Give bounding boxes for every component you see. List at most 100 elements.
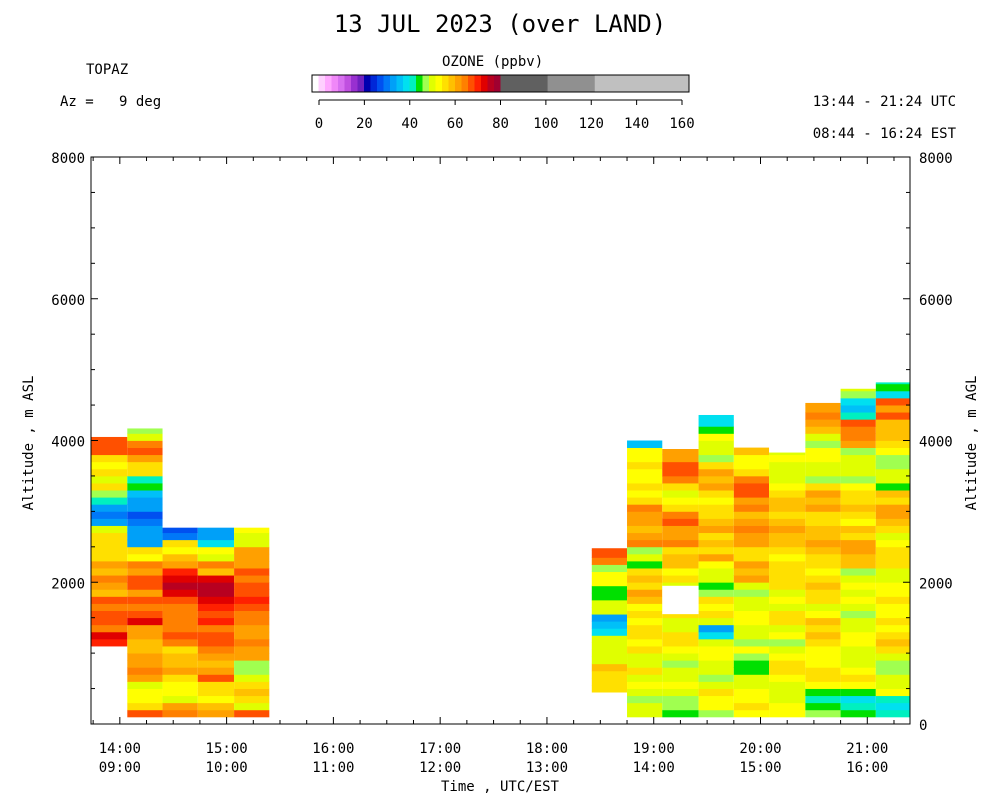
ozone-cell bbox=[698, 610, 734, 619]
ozone-cell bbox=[627, 653, 663, 661]
ozone-cell bbox=[127, 617, 163, 626]
ozone-cell bbox=[698, 596, 734, 604]
ozone-cell bbox=[127, 575, 163, 583]
ozone-cell bbox=[127, 603, 163, 611]
ozone-cell bbox=[698, 447, 734, 456]
ozone-cell bbox=[91, 546, 128, 555]
ozone-cell bbox=[805, 461, 841, 470]
colorbar-tick-label: 60 bbox=[447, 116, 464, 132]
ozone-cell bbox=[627, 490, 663, 498]
ozone-cell bbox=[127, 532, 163, 541]
ozone-cell bbox=[769, 452, 806, 456]
ozone-cell bbox=[840, 440, 876, 448]
ozone-cell bbox=[840, 660, 876, 668]
ozone-cell bbox=[840, 702, 876, 711]
ozone-cell bbox=[840, 497, 876, 505]
ozone-cell bbox=[805, 433, 841, 441]
ozone-cell bbox=[91, 539, 128, 548]
ozone-cell bbox=[698, 653, 734, 661]
ozone-cell bbox=[698, 688, 734, 697]
ozone-cell bbox=[875, 553, 910, 562]
ozone-cell bbox=[127, 568, 163, 576]
ozone-cell bbox=[127, 497, 163, 505]
x-tick-label-utc: 14:00 bbox=[99, 741, 141, 757]
ozone-cell bbox=[91, 504, 128, 512]
ozone-cell bbox=[875, 582, 910, 590]
ozone-cell bbox=[840, 518, 876, 526]
utc-time-range: 13:44 - 21:24 UTC bbox=[812, 94, 956, 110]
ozone-cell bbox=[662, 646, 699, 654]
colorbar-title: OZONE (ppbv) bbox=[442, 54, 544, 70]
colorbar-bin bbox=[429, 75, 436, 92]
y-axis-label-left: Altitude , m ASL bbox=[21, 375, 37, 511]
ozone-cell bbox=[662, 546, 699, 555]
ozone-cell bbox=[698, 419, 734, 427]
ozone-cell bbox=[875, 702, 910, 711]
ozone-cell bbox=[627, 681, 663, 689]
ozone-cell bbox=[162, 631, 198, 640]
colorbar-bin bbox=[390, 75, 397, 92]
ozone-cell bbox=[627, 589, 663, 597]
ozone-cell bbox=[875, 518, 910, 526]
ozone-cell bbox=[197, 695, 235, 704]
ozone-cell bbox=[197, 589, 235, 597]
ozone-cell bbox=[805, 497, 841, 505]
ozone-cell bbox=[875, 681, 910, 689]
x-tick-label-est: 15:00 bbox=[739, 760, 781, 776]
ozone-cell bbox=[698, 468, 734, 477]
ozone-cell bbox=[698, 461, 734, 470]
x-tick-label-est: 11:00 bbox=[312, 760, 354, 776]
ozone-cell bbox=[197, 702, 235, 711]
ozone-cell bbox=[662, 674, 699, 682]
ozone-cell bbox=[875, 497, 910, 505]
ozone-cell bbox=[91, 497, 128, 505]
ozone-cell bbox=[840, 532, 876, 541]
ozone-profile bbox=[234, 527, 270, 718]
ozone-cell bbox=[91, 575, 128, 583]
ozone-cell bbox=[733, 454, 770, 463]
ozone-cell bbox=[698, 518, 734, 526]
ozone-cell bbox=[769, 468, 806, 477]
ozone-cell bbox=[769, 483, 806, 491]
ozone-cell bbox=[733, 468, 770, 477]
ozone-cell bbox=[733, 518, 770, 526]
ozone-cell bbox=[197, 610, 235, 619]
ozone-cell bbox=[805, 575, 841, 583]
ozone-cell bbox=[805, 402, 841, 406]
ozone-cell bbox=[698, 674, 734, 682]
ozone-cell bbox=[591, 578, 628, 587]
ozone-cell bbox=[875, 546, 910, 555]
ozone-cell bbox=[627, 553, 663, 562]
ozone-profile bbox=[875, 382, 910, 718]
ozone-cell bbox=[875, 688, 910, 697]
ozone-cell bbox=[733, 461, 770, 470]
ozone-cell bbox=[197, 568, 235, 576]
colorbar-tick-label: 120 bbox=[579, 116, 604, 132]
ozone-cell bbox=[698, 709, 734, 718]
ozone-cell bbox=[662, 461, 699, 470]
ozone-cell bbox=[127, 461, 163, 470]
ozone-cell bbox=[127, 688, 163, 697]
ozone-cell bbox=[733, 525, 770, 534]
ozone-cell bbox=[127, 553, 163, 562]
ozone-cell bbox=[805, 426, 841, 434]
ozone-cell bbox=[805, 688, 841, 697]
colorbar-tick-label: 140 bbox=[624, 116, 649, 132]
ozone-cell bbox=[698, 440, 734, 448]
ozone-cell bbox=[627, 468, 663, 477]
ozone-cell bbox=[627, 646, 663, 654]
ozone-cell bbox=[769, 624, 806, 633]
ozone-cell bbox=[840, 688, 876, 697]
ozone-cell bbox=[591, 614, 628, 622]
ozone-cell bbox=[840, 553, 876, 562]
ozone-cell bbox=[127, 546, 163, 555]
ozone-cell bbox=[840, 461, 876, 470]
ozone-cell bbox=[162, 674, 198, 682]
ozone-cell bbox=[662, 702, 699, 711]
colorbar-bin bbox=[487, 75, 495, 92]
ozone-cell bbox=[698, 539, 734, 548]
x-tick-label-est: 14:00 bbox=[633, 760, 675, 776]
colorbar-bin bbox=[547, 75, 596, 92]
ozone-cell bbox=[91, 483, 128, 491]
ozone-cell bbox=[662, 490, 699, 498]
